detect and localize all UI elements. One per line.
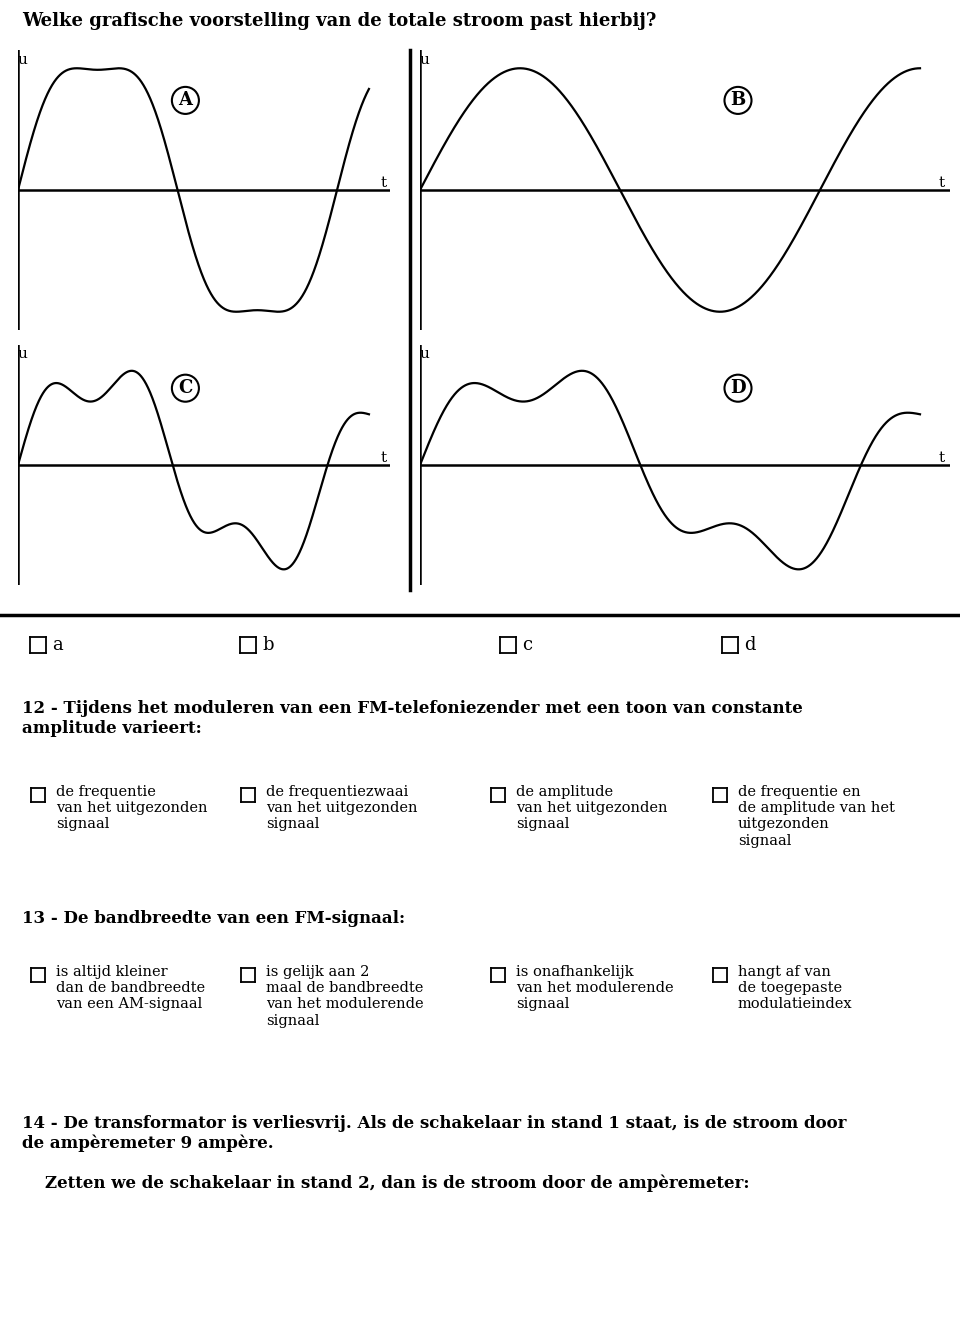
Text: 12 - Tijdens het moduleren van een FM-telefoniezender met een toon van constante: 12 - Tijdens het moduleren van een FM-te… <box>22 700 803 737</box>
Text: 13 - De bandbreedte van een FM-signaal:: 13 - De bandbreedte van een FM-signaal: <box>22 909 405 927</box>
Text: Zetten we de schakelaar in stand 2, dan is de stroom door de ampèremeter:: Zetten we de schakelaar in stand 2, dan … <box>22 1175 750 1192</box>
Text: b: b <box>262 636 274 653</box>
Text: u: u <box>420 53 430 67</box>
Text: a: a <box>52 636 62 653</box>
Text: u: u <box>420 347 430 362</box>
Text: d: d <box>744 636 756 653</box>
Text: c: c <box>522 636 532 653</box>
Text: B: B <box>731 91 746 110</box>
Text: is gelijk aan 2
maal de bandbreedte
van het modulerende
signaal: is gelijk aan 2 maal de bandbreedte van … <box>266 965 423 1027</box>
Text: 14 - De transformator is verliesvrij. Als de schakelaar in stand 1 staat, is de : 14 - De transformator is verliesvrij. Al… <box>22 1115 847 1152</box>
Text: t: t <box>380 176 387 190</box>
Text: C: C <box>179 379 193 397</box>
Text: is altijd kleiner
dan de bandbreedte
van een AM-signaal: is altijd kleiner dan de bandbreedte van… <box>56 965 205 1011</box>
Text: is onafhankelijk
van het modulerende
signaal: is onafhankelijk van het modulerende sig… <box>516 965 674 1011</box>
Text: D: D <box>731 379 746 397</box>
Text: u: u <box>18 53 28 67</box>
Text: t: t <box>939 176 945 190</box>
Text: de frequentie
van het uitgezonden
signaal: de frequentie van het uitgezonden signaa… <box>56 785 207 832</box>
Text: A: A <box>179 91 192 110</box>
Text: t: t <box>939 451 945 465</box>
Text: Welke grafische voorstelling van de totale stroom past hierbij?: Welke grafische voorstelling van de tota… <box>22 12 657 30</box>
Text: t: t <box>380 451 387 465</box>
Text: hangt af van
de toegepaste
modulatieindex: hangt af van de toegepaste modulatieinde… <box>738 965 852 1011</box>
Text: de frequentiezwaai
van het uitgezonden
signaal: de frequentiezwaai van het uitgezonden s… <box>266 785 418 832</box>
Text: u: u <box>18 347 28 362</box>
Text: de frequentie en
de amplitude van het
uitgezonden
signaal: de frequentie en de amplitude van het ui… <box>738 785 895 847</box>
Text: de amplitude
van het uitgezonden
signaal: de amplitude van het uitgezonden signaal <box>516 785 667 832</box>
